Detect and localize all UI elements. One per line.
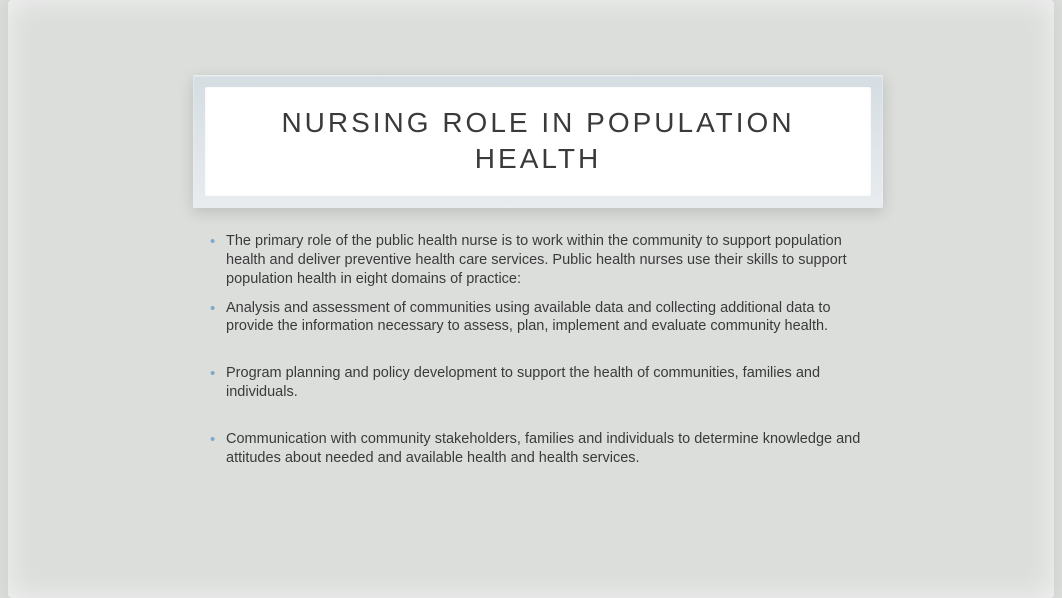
bullet-item: Analysis and assessment of communities u…	[208, 299, 873, 337]
bullet-item: Communication with community stakeholder…	[208, 430, 873, 468]
slide-title: NURSING ROLE IN POPULATION HEALTH	[225, 105, 851, 178]
title-container: NURSING ROLE IN POPULATION HEALTH	[193, 75, 883, 208]
bullet-item: Program planning and policy development …	[208, 364, 873, 402]
bullet-list: The primary role of the public health nu…	[208, 232, 873, 478]
title-inner: NURSING ROLE IN POPULATION HEALTH	[205, 87, 871, 196]
bullet-item: The primary role of the public health nu…	[208, 232, 873, 289]
slide: NURSING ROLE IN POPULATION HEALTH The pr…	[8, 0, 1054, 598]
